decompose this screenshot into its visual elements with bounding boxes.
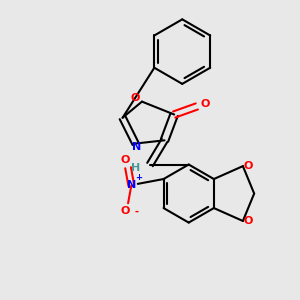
Text: O: O: [120, 206, 130, 216]
Text: O: O: [243, 216, 252, 226]
Text: O: O: [131, 93, 140, 103]
Text: O: O: [120, 155, 130, 165]
Text: N: N: [133, 142, 142, 152]
Text: +: +: [135, 173, 142, 182]
Text: N: N: [127, 181, 136, 190]
Text: O: O: [200, 99, 209, 109]
Text: O: O: [243, 161, 252, 171]
Text: H: H: [131, 163, 140, 173]
Text: -: -: [134, 206, 138, 216]
